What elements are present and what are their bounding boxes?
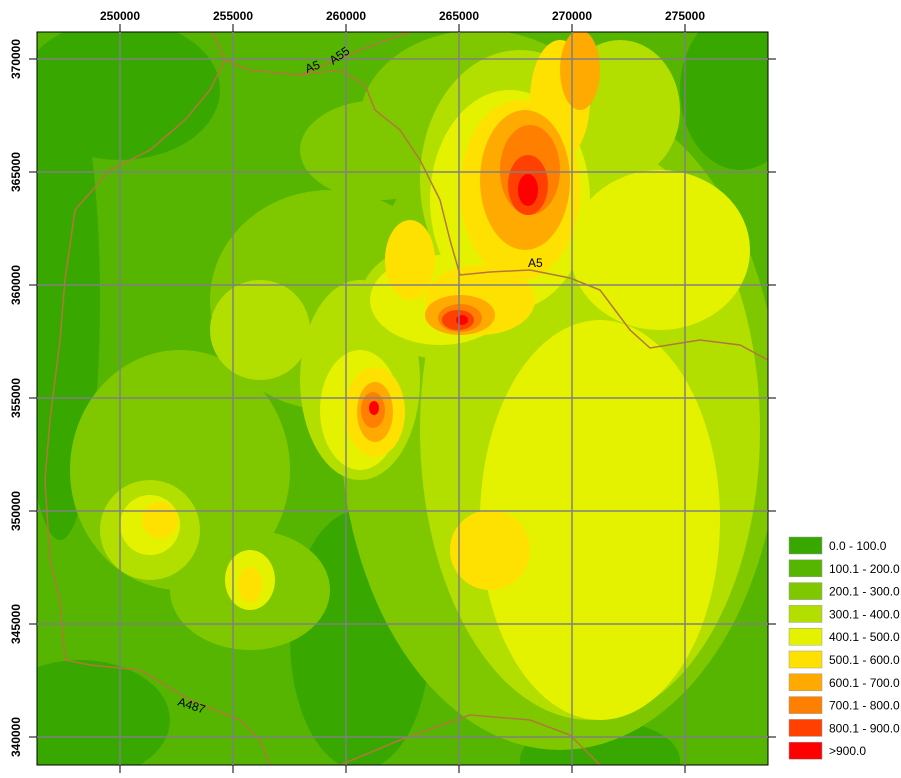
legend-label: 400.1 - 500.0 [829, 630, 900, 644]
legend-swatch [789, 560, 822, 577]
legend-swatch [789, 605, 822, 622]
legend-swatch [789, 651, 822, 668]
raster-cell [210, 280, 310, 380]
legend-label: 300.1 - 400.0 [829, 607, 900, 621]
y-tick-label: 350000 [9, 491, 23, 531]
legend-label: 600.1 - 700.0 [829, 676, 900, 690]
raster-cell [456, 315, 468, 325]
legend-label: 200.1 - 300.0 [829, 585, 900, 599]
raster-cell [385, 220, 435, 300]
legend-label: 500.1 - 600.0 [829, 653, 900, 667]
x-tick-label: 250000 [100, 9, 140, 23]
x-tick-label: 270000 [552, 9, 592, 23]
raster-cell [518, 174, 538, 206]
raster-cell [560, 30, 600, 110]
legend-swatch [789, 628, 822, 645]
x-tick-label: 260000 [326, 9, 366, 23]
legend-label: 100.1 - 200.0 [829, 562, 900, 576]
y-tick-label: 360000 [9, 265, 23, 305]
x-tick-label: 255000 [213, 9, 253, 23]
legend-swatch [789, 537, 822, 554]
legend-label: 800.1 - 900.0 [829, 721, 900, 735]
legend-swatch [789, 697, 822, 714]
legend-label: 0.0 - 100.0 [829, 539, 887, 553]
y-tick-label: 355000 [9, 378, 23, 418]
raster-cell [142, 502, 178, 538]
y-tick-label: 345000 [9, 604, 23, 644]
legend-swatch [789, 719, 822, 736]
y-tick-label: 340000 [9, 717, 23, 757]
legend-label: 700.1 - 800.0 [829, 699, 900, 713]
map-view: 250000 255000 260000 265000 270000 275000 3400… [0, 0, 901, 773]
y-tick-label: 365000 [9, 152, 23, 192]
legend-swatch [789, 674, 822, 691]
raster-cell [550, 365, 630, 425]
y-tick-label: 370000 [9, 39, 23, 79]
raster-cell [570, 170, 750, 330]
raster-cell [369, 401, 379, 415]
x-tick-label: 275000 [665, 9, 705, 23]
legend-swatch [789, 742, 822, 759]
x-tick-label: 265000 [439, 9, 479, 23]
legend-swatch [789, 583, 822, 600]
legend-label: >900.0 [829, 744, 866, 758]
raster-cell [238, 567, 262, 603]
raster-cell [450, 510, 530, 590]
raster-cell [680, 10, 800, 170]
road-label: A5 [528, 256, 543, 270]
